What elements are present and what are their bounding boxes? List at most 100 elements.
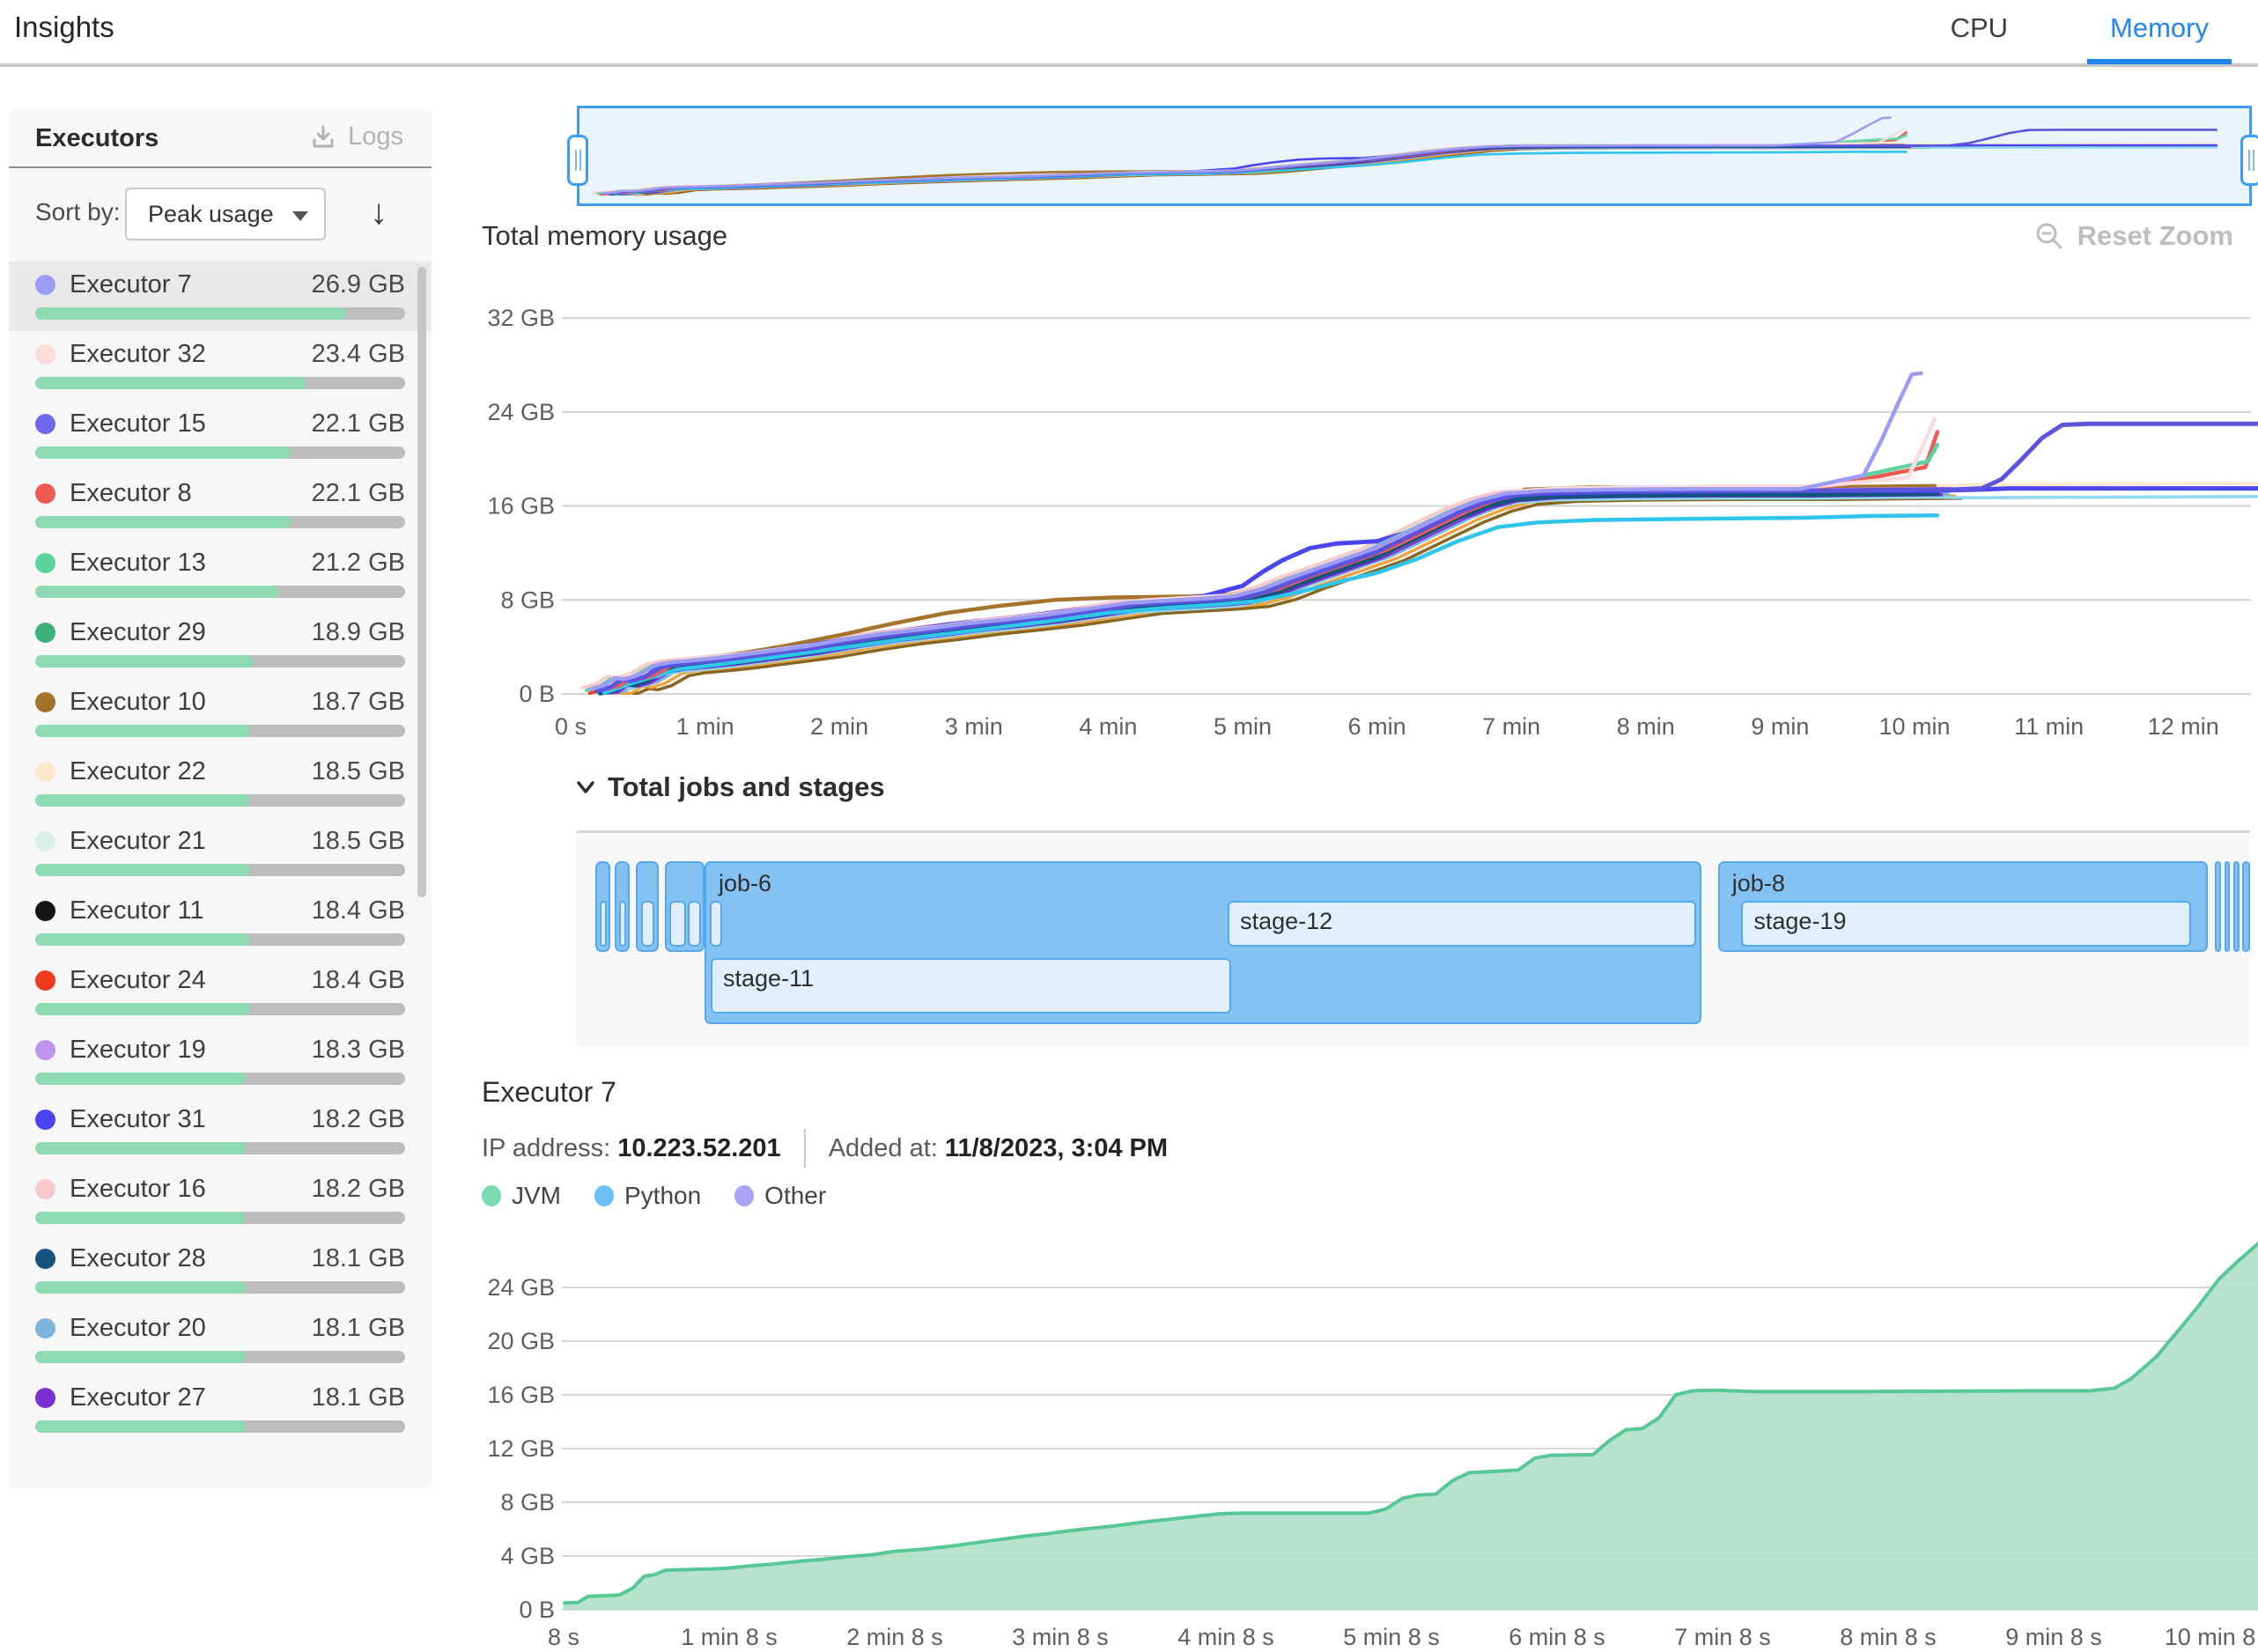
executor-color-dot-icon bbox=[35, 413, 55, 434]
executor-list-item[interactable]: Executor 20 18.1 GB bbox=[9, 1305, 432, 1375]
executor-list-item[interactable]: Executor 28 18.1 GB bbox=[9, 1235, 432, 1305]
executor-list-item[interactable]: Executor 13 21.2 GB bbox=[9, 540, 432, 609]
memory-usage-bar bbox=[35, 586, 405, 598]
svg-text:24 GB: 24 GB bbox=[487, 1274, 555, 1301]
memory-series[interactable] bbox=[579, 371, 2258, 696]
total-memory-title: Total memory usage bbox=[482, 220, 728, 251]
executor-peak-value: 18.5 GB bbox=[311, 756, 405, 785]
svg-text:8 min: 8 min bbox=[1617, 713, 1675, 740]
memory-usage-bar bbox=[35, 1281, 405, 1294]
sort-select[interactable]: Peak usage bbox=[125, 188, 326, 240]
memory-usage-bar bbox=[35, 1351, 405, 1363]
memory-usage-bar bbox=[35, 655, 405, 667]
executor-list-item[interactable]: Executor 24 18.4 GB bbox=[9, 957, 432, 1027]
memory-usage-bar bbox=[35, 794, 405, 807]
executor-peak-value: 18.9 GB bbox=[311, 617, 405, 646]
legend-dot-icon bbox=[482, 1185, 501, 1206]
executor-color-dot-icon bbox=[35, 691, 55, 712]
executor-list-item[interactable]: Executor 10 18.7 GB bbox=[9, 679, 432, 749]
list-scrollbar[interactable] bbox=[417, 267, 426, 897]
job-bar[interactable] bbox=[2215, 861, 2221, 952]
stage-bar[interactable] bbox=[599, 901, 608, 947]
executor-color-dot-icon bbox=[35, 483, 55, 504]
executors-panel-header: Executors Logs bbox=[9, 110, 432, 168]
logs-button[interactable]: Logs bbox=[309, 122, 403, 151]
executor-list-item[interactable]: Executor 27 18.1 GB bbox=[9, 1375, 432, 1444]
executor-color-dot-icon bbox=[35, 622, 55, 643]
executor-list-item[interactable]: Executor 29 18.9 GB bbox=[9, 609, 432, 679]
tab-cpu[interactable]: CPU bbox=[1950, 12, 2009, 43]
overview-series bbox=[591, 116, 2217, 196]
svg-text:8 s: 8 s bbox=[548, 1624, 579, 1650]
tab-memory[interactable]: Memory bbox=[2087, 12, 2232, 64]
download-icon bbox=[313, 125, 334, 147]
executor-color-dot-icon bbox=[35, 343, 55, 365]
svg-text:2 min 8 s: 2 min 8 s bbox=[846, 1624, 943, 1650]
stage-bar[interactable] bbox=[641, 901, 655, 947]
legend-item-python[interactable]: Python bbox=[594, 1182, 701, 1210]
svg-text:16 GB: 16 GB bbox=[487, 493, 555, 520]
stage-bar[interactable] bbox=[710, 901, 723, 947]
executor-color-dot-icon bbox=[35, 830, 55, 852]
sort-by-label: Sort by: bbox=[35, 198, 121, 225]
job-label: job-6 bbox=[718, 870, 772, 896]
reset-zoom-button[interactable]: Reset Zoom bbox=[2033, 220, 2233, 252]
stage-label: stage-19 bbox=[1753, 908, 1847, 934]
executor-list-item[interactable]: Executor 8 22.1 GB bbox=[9, 470, 432, 540]
stage-bar[interactable] bbox=[688, 901, 701, 947]
executor7-memory-chart[interactable]: 24 GB 20 GB 16 GB 12 GB 8 GB 4 GB 0 B8 s 1 min … bbox=[476, 1233, 2258, 1652]
executor-list-item[interactable]: Executor 31 18.2 GB bbox=[9, 1096, 432, 1166]
zoom-brush-overview[interactable] bbox=[567, 106, 2258, 206]
svg-text:7 min: 7 min bbox=[1482, 713, 1540, 740]
executor-list-item[interactable]: Executor 11 18.4 GB bbox=[9, 888, 432, 957]
tab-bar: CPU Memory bbox=[1928, 12, 2232, 64]
job-bar[interactable] bbox=[2233, 861, 2240, 952]
executor-list-item[interactable]: Executor 7 26.9 GB bbox=[9, 262, 432, 331]
total-memory-chart[interactable]: 32 GB 24 GB 16 GB 8 GB 0 B0 s 1 min 2 min 3 min… bbox=[476, 280, 2258, 747]
stage-bar[interactable] bbox=[669, 901, 687, 947]
overview-chart bbox=[591, 116, 2217, 196]
stage-bar-stage-11[interactable]: stage-11 bbox=[711, 958, 1231, 1014]
executor-name: Executor 31 bbox=[70, 1104, 206, 1133]
executor-name: Executor 28 bbox=[70, 1243, 206, 1272]
job-bar[interactable] bbox=[2224, 861, 2231, 952]
svg-text:1 min: 1 min bbox=[676, 713, 734, 740]
jvm-memory-area[interactable] bbox=[563, 1242, 2258, 1610]
brush-handle-left[interactable] bbox=[567, 135, 588, 186]
stage-bar-stage-12[interactable]: stage-12 bbox=[1228, 901, 1697, 947]
memory-usage-bar bbox=[35, 446, 405, 459]
stage-bar-stage-19[interactable]: stage-19 bbox=[1741, 901, 2192, 947]
executor-name: Executor 13 bbox=[70, 548, 206, 577]
svg-text:0 B: 0 B bbox=[519, 1597, 555, 1623]
executor-list-item[interactable]: Executor 15 22.1 GB bbox=[9, 401, 432, 470]
executor-peak-value: 23.4 GB bbox=[311, 339, 405, 368]
svg-text:8 GB: 8 GB bbox=[500, 586, 555, 613]
executor-color-dot-icon bbox=[35, 1109, 55, 1130]
legend-item-jvm[interactable]: JVM bbox=[482, 1182, 561, 1210]
executor-list-item[interactable]: Executor 19 18.3 GB bbox=[9, 1027, 432, 1096]
executor-name: Executor 20 bbox=[70, 1313, 206, 1342]
executor-name: Executor 19 bbox=[70, 1035, 206, 1064]
jobs-stages-title: Total jobs and stages bbox=[608, 771, 885, 802]
job-bar[interactable] bbox=[2241, 861, 2250, 952]
executor-list-item[interactable]: Executor 21 18.5 GB bbox=[9, 818, 432, 888]
executor-peak-value: 18.3 GB bbox=[311, 1035, 405, 1064]
executor-list-item[interactable]: Executor 16 18.2 GB bbox=[9, 1166, 432, 1235]
stage-bar[interactable] bbox=[618, 901, 627, 947]
svg-text:0 s: 0 s bbox=[555, 713, 587, 740]
memory-usage-bar bbox=[35, 377, 405, 389]
jobs-stages-toggle[interactable]: Total jobs and stages bbox=[572, 771, 885, 803]
executor-name: Executor 10 bbox=[70, 687, 206, 716]
svg-text:0 B: 0 B bbox=[519, 681, 555, 707]
executor-peak-value: 18.4 GB bbox=[311, 965, 405, 994]
legend-item-other[interactable]: Other bbox=[734, 1182, 826, 1210]
brush-handle-right[interactable] bbox=[2240, 135, 2258, 186]
executor-name: Executor 8 bbox=[70, 478, 192, 507]
sort-direction-button[interactable]: ↓ bbox=[370, 193, 387, 232]
executor-list-item[interactable]: Executor 32 23.4 GB bbox=[9, 331, 432, 401]
executor-list-item[interactable]: Executor 22 18.5 GB bbox=[9, 749, 432, 818]
zoom-out-icon bbox=[2036, 223, 2062, 249]
logs-button-label: Logs bbox=[348, 122, 403, 151]
stage-label: stage-11 bbox=[723, 965, 815, 992]
